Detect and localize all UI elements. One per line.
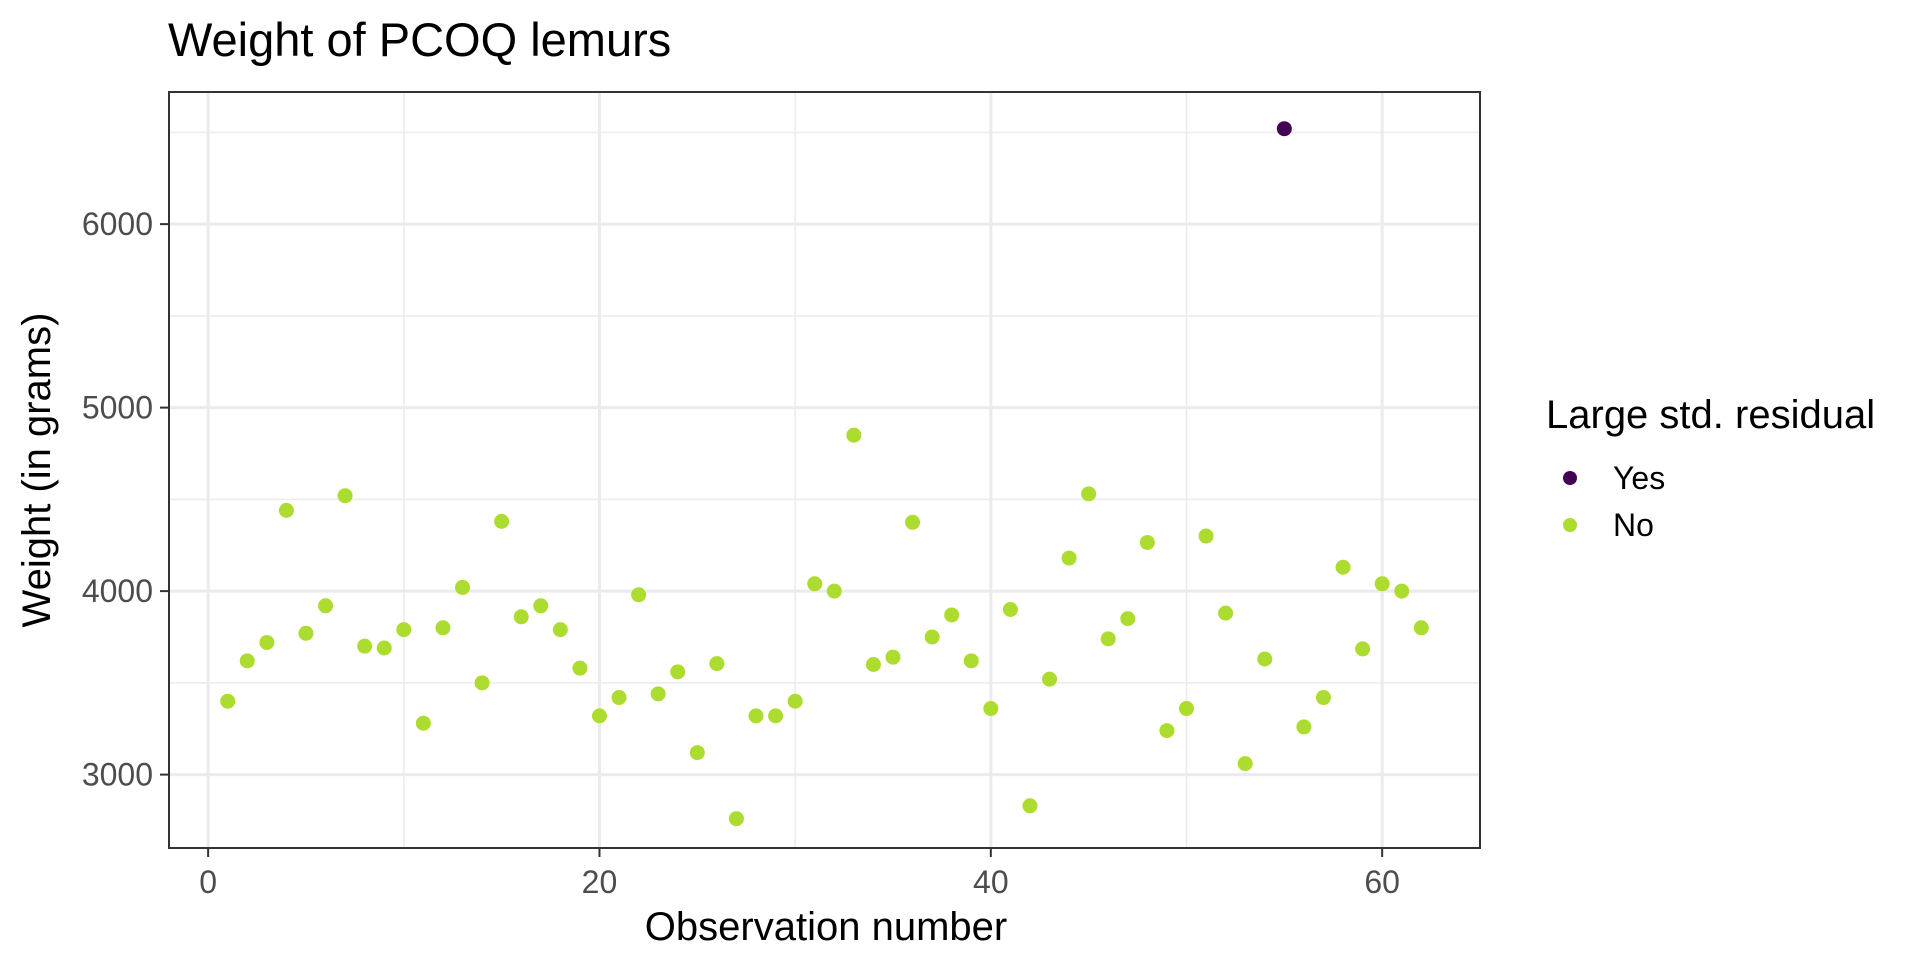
data-point-no (1120, 611, 1136, 627)
y-axis-ticks: 3000 4000 5000 6000 (82, 206, 169, 793)
data-point-yes (1276, 121, 1292, 137)
data-point-no (1159, 723, 1175, 739)
data-point-no (239, 653, 255, 669)
data-point-no (1100, 631, 1116, 647)
data-point-no (1081, 486, 1097, 502)
x-tick-label: 40 (973, 864, 1009, 900)
data-point-no (885, 649, 901, 665)
y-tick-label: 5000 (82, 390, 153, 426)
data-point-no (1042, 671, 1058, 687)
data-point-no (474, 675, 490, 691)
data-point-no (357, 638, 373, 654)
data-point-no (1413, 620, 1429, 636)
data-point-no (846, 427, 862, 443)
y-tick-label: 3000 (82, 757, 153, 793)
data-point-no (552, 622, 568, 638)
data-point-no (689, 745, 705, 761)
data-point-no (631, 587, 647, 603)
data-point-no (826, 583, 842, 599)
chart-title: Weight of PCOQ lemurs (168, 13, 671, 66)
data-point-no (1022, 798, 1038, 814)
data-point-no (572, 660, 588, 676)
data-point-no (337, 488, 353, 504)
x-axis-title: Observation number (645, 905, 1007, 949)
x-tick-label: 20 (582, 864, 618, 900)
legend-key-no (1563, 518, 1577, 532)
legend-label-no: No (1613, 507, 1654, 543)
minor-gridlines (169, 92, 1480, 848)
data-point-no (865, 657, 881, 673)
data-point-no (318, 598, 334, 614)
data-point-no (1237, 756, 1253, 772)
data-point-no (278, 502, 294, 518)
data-point-no (944, 607, 960, 623)
data-point-no (709, 656, 725, 672)
data-point-no (905, 514, 921, 530)
x-tick-label: 0 (199, 864, 217, 900)
data-point-no (1218, 605, 1234, 621)
data-point-no (220, 693, 236, 709)
data-point-no (435, 620, 451, 636)
x-tick-label: 60 (1364, 864, 1400, 900)
data-point-no (415, 715, 431, 731)
data-point-no (670, 664, 686, 680)
legend-label-yes: Yes (1613, 460, 1665, 496)
legend: Large std. residual Yes No (1546, 393, 1875, 543)
data-point-no (1257, 651, 1273, 667)
data-point-no (807, 576, 823, 592)
data-point-no (298, 625, 314, 641)
legend-key-yes (1563, 471, 1577, 485)
x-axis-ticks: 0 20 40 60 (199, 848, 1400, 900)
data-point-no (1002, 601, 1018, 617)
plot-panel-border (168, 91, 1481, 849)
data-point-no (963, 653, 979, 669)
data-point-no (1394, 583, 1410, 599)
data-point-no (494, 513, 510, 529)
data-point-no (533, 598, 549, 614)
data-point-no (1198, 528, 1214, 544)
data-point-no (376, 640, 392, 656)
y-tick-label: 4000 (82, 573, 153, 609)
y-tick-label: 6000 (82, 206, 153, 242)
data-point-no (611, 690, 627, 706)
major-gridlines (169, 92, 1480, 848)
data-point-no (748, 708, 764, 724)
data-point-no (924, 629, 940, 645)
data-point-no (1061, 550, 1077, 566)
data-point-no (983, 701, 999, 717)
data-point-no (1315, 690, 1331, 706)
data-point-no (591, 708, 607, 724)
data-point-no (787, 693, 803, 709)
data-points (220, 121, 1429, 827)
data-point-no (768, 708, 784, 724)
data-point-no (1178, 701, 1194, 717)
y-axis-title: Weight (in grams) (15, 313, 59, 628)
data-point-no (1296, 719, 1312, 735)
data-point-no (650, 686, 666, 702)
data-point-no (1335, 559, 1351, 575)
data-point-no (728, 811, 744, 827)
data-point-no (396, 622, 412, 638)
data-point-no (1355, 641, 1371, 657)
data-point-no (1139, 534, 1155, 550)
data-point-no (259, 634, 275, 650)
data-point-no (513, 609, 529, 625)
data-point-no (455, 579, 471, 595)
data-point-no (1374, 576, 1390, 592)
legend-title: Large std. residual (1546, 393, 1875, 437)
